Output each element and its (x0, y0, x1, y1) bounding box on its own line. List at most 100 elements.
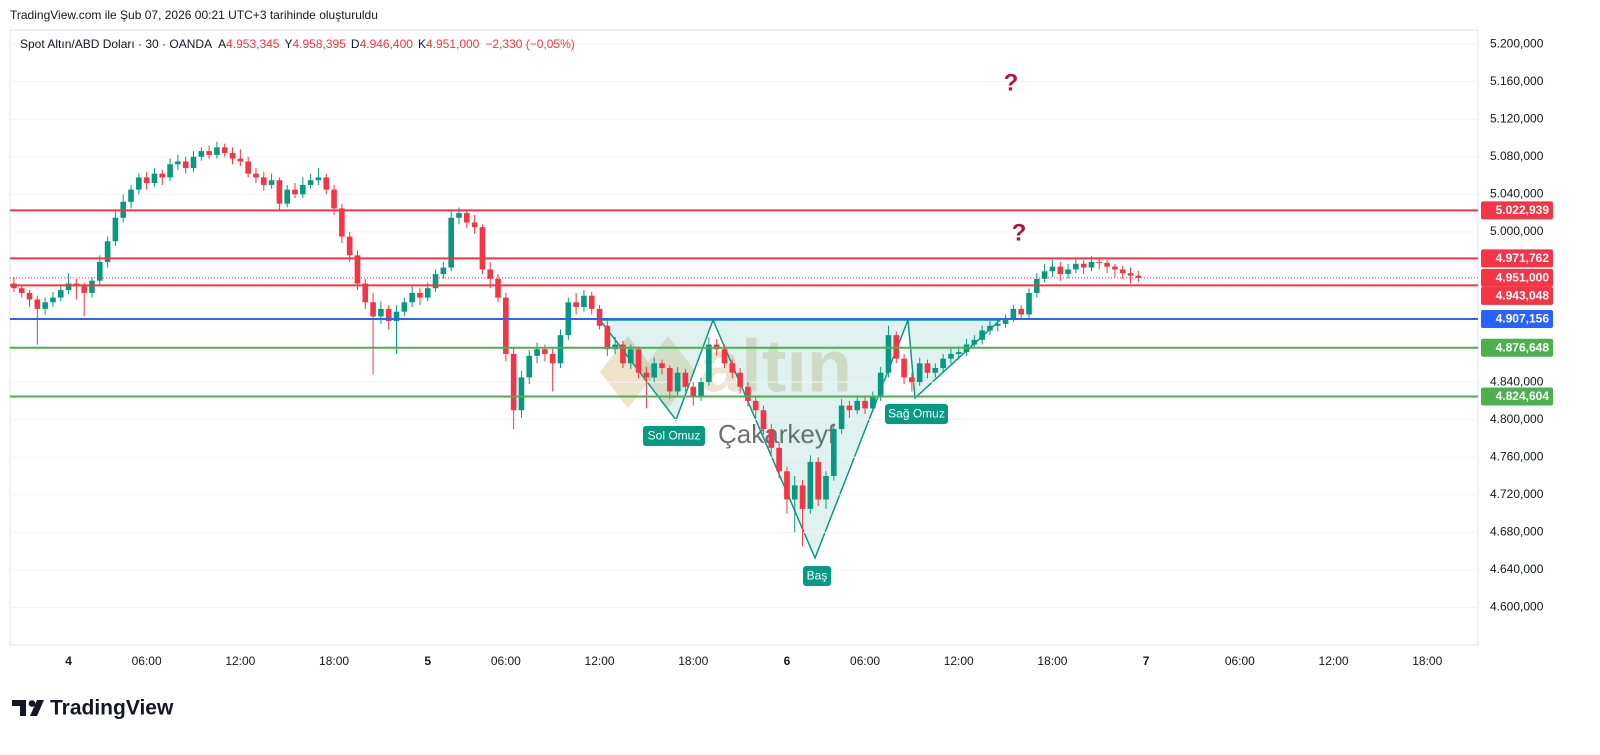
candle-body (573, 302, 579, 307)
y-tick-label: 5.080,000 (1490, 149, 1544, 163)
candle-body (526, 355, 533, 378)
y-tick-label: 5.200,000 (1490, 36, 1544, 50)
price-label-bg (1481, 268, 1553, 287)
candle-body (1135, 275, 1142, 278)
candle-body (206, 151, 212, 155)
candle-body (901, 358, 907, 378)
candle-body (885, 335, 892, 373)
price-label-bg (1481, 286, 1553, 305)
y-tick-label: 4.600,000 (1490, 600, 1544, 614)
candle-body (760, 410, 767, 430)
candle-body (643, 372, 650, 378)
candle-body (339, 208, 345, 237)
candle-body (854, 400, 861, 411)
candle-body (932, 368, 939, 373)
candle-body (916, 363, 923, 383)
candle-body (346, 236, 353, 256)
candle-body (26, 292, 33, 300)
candle-body (479, 227, 486, 270)
candle-body (471, 222, 478, 228)
candle-body (1096, 261, 1103, 263)
candle-body (175, 161, 181, 165)
candle-body (557, 335, 564, 364)
candle-body (659, 363, 665, 369)
candle-body (57, 290, 64, 298)
candle-body (862, 400, 868, 409)
candle-body (674, 372, 681, 392)
brand-logo (28, 700, 36, 707)
pattern-shape (598, 317, 1002, 560)
candle-body (370, 302, 376, 317)
candle-body (1026, 292, 1032, 315)
pattern-label: Baş (807, 569, 828, 583)
candle-body (1018, 308, 1025, 315)
x-tick-label: 12:00 (1319, 654, 1349, 668)
candle-body (729, 363, 736, 373)
x-tick-label: 18:00 (1037, 654, 1067, 668)
x-tick-label: 6 (784, 654, 791, 668)
candle-body (1041, 271, 1048, 279)
price-label-bg (1481, 338, 1553, 357)
candle-body (877, 372, 884, 397)
candle-body (424, 288, 431, 298)
annotation: ? (1012, 219, 1027, 246)
candle-body (50, 297, 56, 303)
candle-body (81, 286, 87, 293)
candle-body (1080, 263, 1087, 268)
candle-body (323, 177, 330, 190)
y-tick-label: 5.000,000 (1490, 224, 1544, 238)
candle-body (815, 461, 821, 500)
candle-body (846, 405, 853, 411)
candle-body (159, 173, 166, 178)
candle-body (776, 447, 782, 472)
x-tick-label: 7 (1143, 654, 1150, 668)
candle-body (143, 177, 150, 184)
watermark: altın Çakarkeyf (600, 325, 852, 449)
price-label: 5.022,939 (1496, 203, 1550, 217)
candle-body (627, 349, 634, 364)
legend-change: −2,330 (−0,05%) (485, 37, 574, 51)
candle-body (393, 311, 400, 322)
x-tick-label: 12:00 (225, 654, 255, 668)
candle-body (128, 189, 134, 202)
legend: Spot Altın/ABD Doları · 30 · OANDA A4.953… (20, 37, 575, 51)
x-tick-label: 06:00 (491, 654, 521, 668)
candle-body (1057, 266, 1064, 275)
candle-body (745, 386, 751, 401)
price-label-bg (1481, 249, 1553, 268)
price-label-bg (1481, 201, 1553, 220)
candle-body (549, 353, 556, 364)
candle-body (260, 177, 267, 185)
candle-body (463, 213, 470, 223)
y-tick-label: 4.840,000 (1490, 374, 1544, 388)
y-tick-label: 4.720,000 (1490, 487, 1544, 501)
candle-body (18, 288, 25, 293)
candle-body (807, 461, 814, 509)
candle-body (1112, 266, 1118, 270)
candle-body (440, 267, 447, 275)
candle-body (1104, 262, 1110, 267)
candle-body (791, 485, 798, 500)
candle-body (651, 363, 658, 378)
legend-key: Y (284, 37, 292, 51)
candle-body (245, 161, 251, 174)
x-tick-label: 18:00 (678, 654, 708, 668)
candle-body (487, 269, 494, 279)
candle-body (167, 164, 173, 178)
candle-body (354, 255, 361, 284)
watermark-text: altın (700, 325, 852, 408)
candle-body (510, 353, 517, 411)
candle-body (596, 308, 603, 326)
candle-body (698, 382, 704, 397)
price-label: 4.824,604 (1496, 389, 1550, 403)
candle-body (799, 485, 806, 509)
candle-body (503, 297, 509, 354)
candle-body (268, 180, 275, 185)
candle-body (737, 372, 743, 387)
candle-body (42, 302, 48, 309)
price-label: 4.876,648 (1496, 340, 1550, 354)
candle-body (307, 180, 314, 185)
x-tick-label: 5 (424, 654, 431, 668)
price-label: 4.943,048 (1496, 289, 1550, 303)
x-tick-label: 06:00 (850, 654, 880, 668)
